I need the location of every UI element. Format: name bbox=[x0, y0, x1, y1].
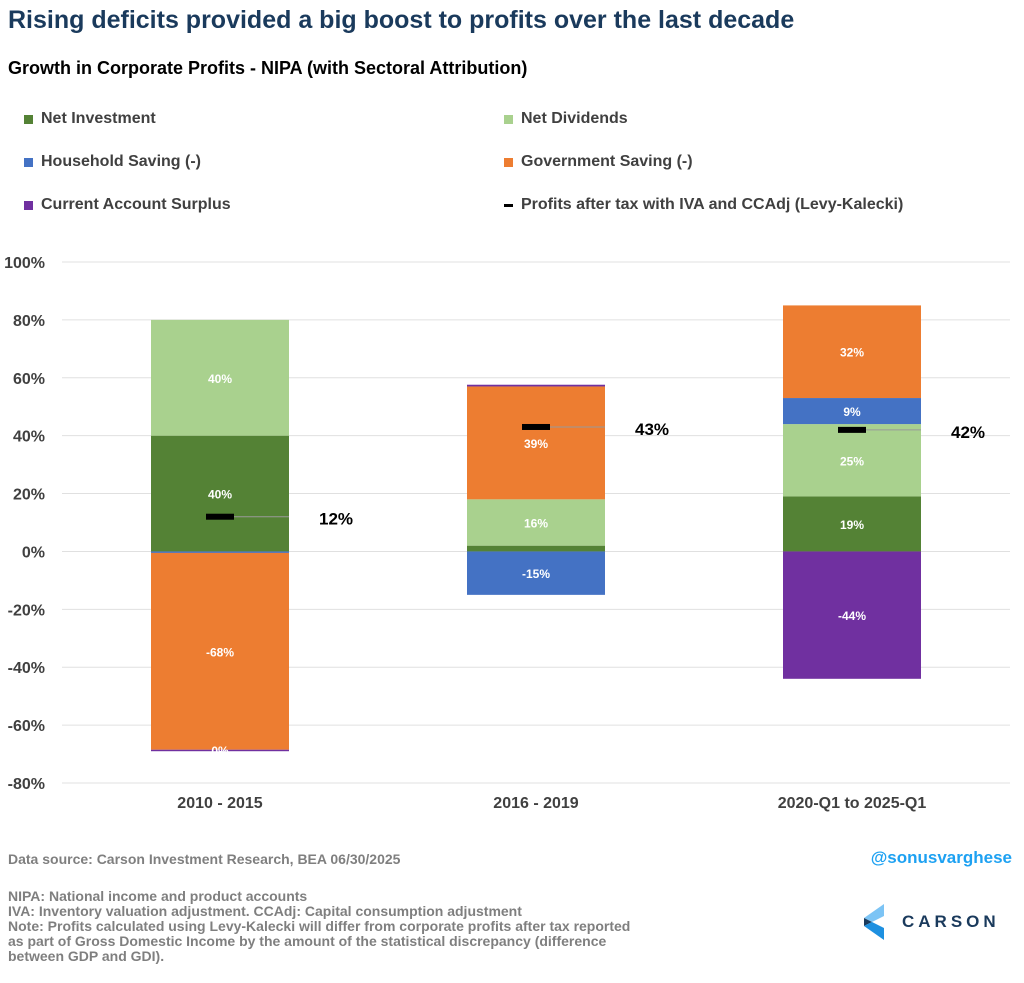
data-source: Data source: Carson Investment Research,… bbox=[8, 851, 401, 867]
bar-segment bbox=[783, 496, 921, 552]
note: NIPA: National income and product accoun… bbox=[8, 888, 308, 904]
y-tick-label: 80% bbox=[13, 313, 45, 330]
data-label: -68% bbox=[206, 645, 234, 659]
data-label: 25% bbox=[840, 454, 864, 468]
y-tick-label: 20% bbox=[13, 487, 45, 504]
profit-label: 42% bbox=[951, 423, 985, 442]
legend-swatch bbox=[24, 114, 33, 124]
legend-label: Net Investment bbox=[41, 110, 156, 127]
data-label: 19% bbox=[840, 518, 864, 532]
legend-net-investment: Net Investment bbox=[24, 110, 156, 128]
profit-marker bbox=[838, 426, 866, 433]
legend-swatch bbox=[24, 200, 33, 210]
bar-segment bbox=[783, 305, 921, 399]
x-tick-label: 2010 - 2015 bbox=[177, 795, 263, 812]
y-tick-label: 60% bbox=[13, 371, 45, 388]
profit-label: 43% bbox=[635, 420, 669, 439]
y-tick-label: -80% bbox=[8, 776, 45, 793]
note: Note: Profits calculated using Levy-Kale… bbox=[8, 918, 631, 934]
data-label: 16% bbox=[524, 517, 548, 531]
bar-segment bbox=[783, 551, 921, 679]
legend-label: Net Dividends bbox=[521, 110, 628, 127]
y-tick-label: 40% bbox=[13, 429, 45, 446]
y-tick-label: 100% bbox=[4, 255, 45, 272]
bar-segment bbox=[467, 551, 605, 595]
x-tick-label: 2020-Q1 to 2025-Q1 bbox=[778, 795, 927, 812]
bar-segment bbox=[467, 545, 605, 552]
legend-label: Household Saving (-) bbox=[41, 153, 201, 170]
y-tick-label: -20% bbox=[8, 602, 45, 619]
legend-swatch bbox=[504, 114, 513, 124]
y-tick-label: -40% bbox=[8, 660, 45, 677]
legend-current-account: Current Account Surplus bbox=[24, 196, 231, 214]
bar-segment bbox=[783, 398, 921, 425]
y-tick-label: -60% bbox=[8, 718, 45, 735]
bar-segment bbox=[151, 552, 289, 750]
x-tick-label: 2016 - 2019 bbox=[493, 795, 579, 812]
data-label: -15% bbox=[522, 567, 550, 581]
chart-title: Growth in Corporate Profits - NIPA (with… bbox=[8, 58, 528, 78]
logo-text: CARSON bbox=[902, 912, 1000, 931]
legend-label: Profits after tax with IVA and CCAdj (Le… bbox=[521, 196, 904, 213]
profit-marker bbox=[522, 423, 550, 430]
legend-label: Current Account Surplus bbox=[41, 196, 231, 213]
bar-segment bbox=[467, 499, 605, 546]
bar-segment bbox=[467, 386, 605, 500]
carson-logo-icon bbox=[864, 904, 884, 940]
data-label: 40% bbox=[208, 488, 232, 502]
legend-net-dividends: Net Dividends bbox=[504, 110, 628, 128]
bar-segment bbox=[151, 319, 289, 436]
carson-logo: CARSON bbox=[864, 904, 1000, 940]
data-label: 32% bbox=[840, 346, 864, 360]
footnotes: NIPA: National income and product accoun… bbox=[8, 889, 630, 964]
twitter-handle[interactable]: @sonusvarghese bbox=[870, 848, 1012, 867]
bar-segment bbox=[467, 384, 605, 387]
page-title: Rising deficits provided a big boost to … bbox=[8, 6, 795, 34]
data-label: 40% bbox=[208, 372, 232, 386]
bar-segment bbox=[151, 749, 289, 752]
data-label: -44% bbox=[838, 609, 866, 623]
bar-segment bbox=[783, 424, 921, 497]
y-tick-label: 0% bbox=[22, 544, 45, 561]
legend-label: Government Saving (-) bbox=[521, 153, 693, 170]
data-label: 9% bbox=[843, 405, 861, 419]
data-label: 0% bbox=[211, 744, 229, 758]
profit-marker bbox=[206, 513, 234, 520]
legend-household-saving: Household Saving (-) bbox=[24, 153, 201, 171]
note: between GDP and GDI). bbox=[8, 948, 165, 964]
legend-dash bbox=[504, 203, 513, 207]
legend-profits: Profits after tax with IVA and CCAdj (Le… bbox=[504, 196, 903, 214]
legend-swatch bbox=[504, 157, 513, 167]
bar-segment bbox=[151, 551, 289, 553]
legend-government-saving: Government Saving (-) bbox=[504, 153, 693, 171]
note: as part of Gross Domestic Income by the … bbox=[8, 933, 607, 949]
data-label: 39% bbox=[524, 437, 548, 451]
profit-label: 12% bbox=[319, 510, 353, 529]
bar-segment bbox=[151, 435, 289, 552]
note: IVA: Inventory valuation adjustment. CCA… bbox=[8, 903, 522, 919]
legend-swatch bbox=[24, 157, 33, 167]
